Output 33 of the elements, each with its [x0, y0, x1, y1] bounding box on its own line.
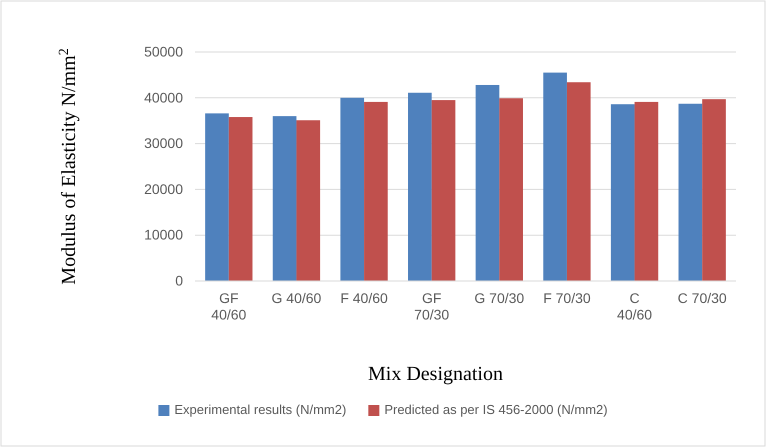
- bar: [228, 117, 252, 281]
- x-tick-label: C 70/30: [678, 290, 727, 306]
- y-tick-label: 40000: [144, 89, 184, 106]
- y-tick-label: 50000: [144, 43, 184, 60]
- y-tick-label: 10000: [144, 226, 184, 243]
- y-tick-label: 0: [175, 272, 184, 288]
- bar: [272, 116, 296, 281]
- x-tick-label: F 40/60: [340, 290, 388, 306]
- x-tick-label: C 40/60: [617, 290, 652, 323]
- x-tick-label: G 70/30: [474, 290, 524, 306]
- bar: [634, 102, 658, 281]
- bar: [432, 100, 456, 281]
- bar: [702, 99, 726, 281]
- bar: [543, 72, 567, 281]
- y-tick-label: 30000: [144, 135, 184, 152]
- x-tick-label: G 40/60: [272, 290, 322, 306]
- x-axis-title: Mix Designation: [368, 363, 503, 385]
- legend-label: Experimental results (N/mm2): [174, 402, 346, 417]
- bar: [340, 98, 364, 281]
- bar: [408, 92, 432, 281]
- bar: [364, 102, 388, 281]
- y-tick-label: 20000: [144, 180, 184, 197]
- bar: [566, 82, 591, 281]
- x-tick-label: GF 40/60: [211, 290, 247, 323]
- bar: [476, 84, 500, 281]
- x-tick-label: F 70/30: [543, 290, 591, 306]
- x-tick-label: GF 70/30: [414, 290, 450, 323]
- legend-label: Predicted as per IS 456-2000 (N/mm2): [384, 402, 608, 417]
- bar: [296, 120, 320, 281]
- bar: [678, 104, 702, 281]
- bar: [610, 104, 635, 281]
- bar: [205, 113, 229, 281]
- bar: [499, 98, 523, 281]
